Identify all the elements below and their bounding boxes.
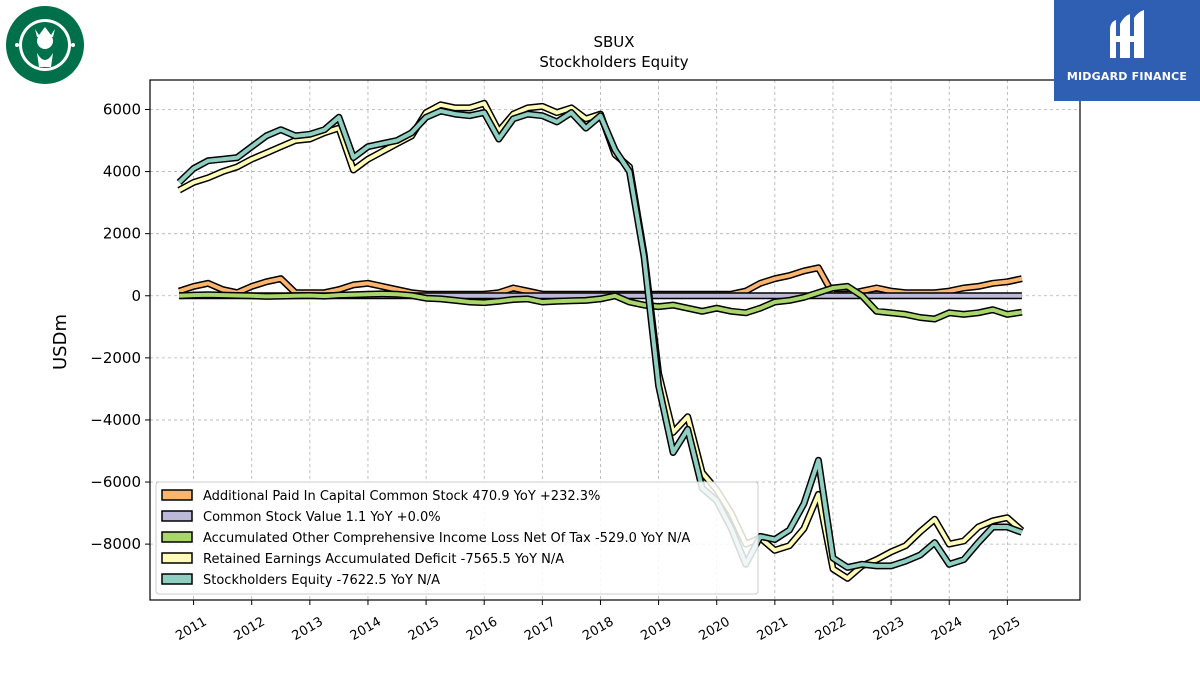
chart-title: SBUX xyxy=(593,33,634,51)
legend-label: Accumulated Other Comprehensive Income L… xyxy=(203,531,690,546)
y-tick-label: −2000 xyxy=(90,349,141,367)
y-tick-label: 6000 xyxy=(103,100,141,118)
legend-swatch xyxy=(161,573,193,585)
midgard-finance-logo: MIDGARD FINANCE xyxy=(1054,0,1200,101)
x-tick-label: 2013 xyxy=(290,614,326,644)
x-tick-label: 2022 xyxy=(813,614,849,644)
series-line-2 xyxy=(179,284,1023,321)
y-axis-label: USDm xyxy=(50,314,71,370)
x-tick-label: 2014 xyxy=(348,614,384,644)
x-tick-label: 2016 xyxy=(464,614,500,644)
x-tick-label: 2012 xyxy=(232,614,268,644)
x-tick-label: 2019 xyxy=(638,614,674,644)
y-tick-label: 4000 xyxy=(103,163,141,181)
y-tick-label: −4000 xyxy=(90,411,141,429)
y-tick-label: 2000 xyxy=(103,225,141,243)
chart-subtitle: Stockholders Equity xyxy=(539,53,688,71)
legend-swatch xyxy=(161,489,193,501)
legend-swatch xyxy=(161,510,193,522)
x-tick-label: 2021 xyxy=(755,614,791,644)
plot-frame xyxy=(149,79,1081,601)
legend-label: Additional Paid In Capital Common Stock … xyxy=(203,489,600,504)
legend-label: Stockholders Equity -7622.5 YoY N/A xyxy=(203,573,440,588)
x-tick-label: 2015 xyxy=(406,614,442,644)
x-tick-label: 2018 xyxy=(580,614,616,644)
series-lines xyxy=(176,99,1025,582)
y-tick-label: −6000 xyxy=(90,473,141,491)
legend: Additional Paid In Capital Common Stock … xyxy=(155,481,759,595)
brand-text: MIDGARD FINANCE xyxy=(1066,70,1188,83)
x-tick-label: 2020 xyxy=(697,614,733,644)
x-tick-label: 2023 xyxy=(871,614,907,644)
x-tick-label: 2017 xyxy=(522,614,558,644)
midgard-finance-icon xyxy=(1110,10,1144,58)
y-tick-label: 0 xyxy=(131,287,141,305)
legend-label: Retained Earnings Accumulated Deficit -7… xyxy=(203,552,564,567)
y-tick-label: −8000 xyxy=(90,535,141,553)
legend-label: Common Stock Value 1.1 YoY +0.0% xyxy=(203,510,441,525)
legend-box xyxy=(155,481,759,595)
starbucks-siren-icon xyxy=(6,6,84,84)
x-tick-label: 2024 xyxy=(929,614,965,644)
x-tick-label: 2025 xyxy=(987,614,1023,644)
x-tick-label: 2011 xyxy=(173,614,209,644)
series-line-4 xyxy=(177,109,1023,570)
legend-swatch xyxy=(161,552,193,564)
starbucks-logo xyxy=(5,5,85,85)
legend-swatch xyxy=(161,531,193,543)
